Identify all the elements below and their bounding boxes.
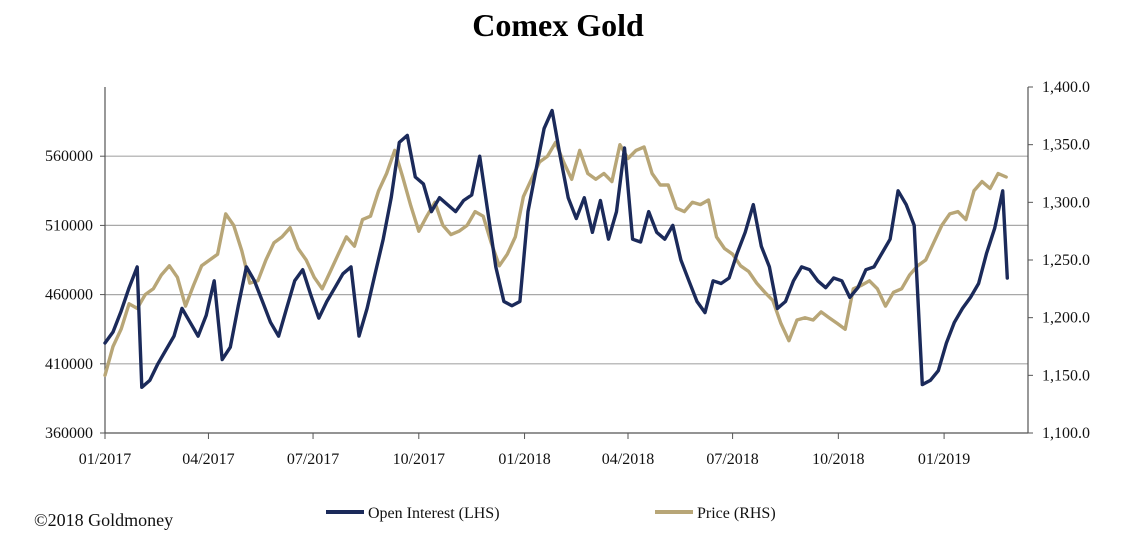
copyright-text: ©2018 Goldmoney xyxy=(34,510,173,530)
x-tick-label: 07/2018 xyxy=(706,451,758,468)
legend-open-interest-label: Open Interest (LHS) xyxy=(368,505,500,522)
right-tick-label: 1,300.0 xyxy=(1042,194,1090,211)
x-tick-label: 01/2017 xyxy=(79,451,131,468)
right-tick-label: 1,200.0 xyxy=(1042,310,1090,327)
legend: Open Interest (LHS) Price (RHS) xyxy=(326,505,776,522)
right-tick-label: 1,400.0 xyxy=(1042,79,1090,96)
x-tick-label: 04/2018 xyxy=(602,451,654,468)
chart-title: Comex Gold xyxy=(472,7,644,43)
left-tick-label: 410000 xyxy=(45,356,93,373)
left-tick-label: 460000 xyxy=(45,287,93,304)
x-tick-label: 07/2017 xyxy=(287,451,339,468)
left-tick-label: 360000 xyxy=(45,425,93,442)
x-tick-label: 10/2017 xyxy=(393,451,445,468)
series-lines xyxy=(103,108,1009,389)
axes: 360000 410000 460000 510000 560000 1,100.0 1,1… xyxy=(45,79,1090,468)
x-tick-label: 01/2019 xyxy=(918,451,970,468)
price-line xyxy=(103,140,1008,377)
right-tick-label: 1,250.0 xyxy=(1042,252,1090,269)
open-interest-line xyxy=(103,108,1009,389)
right-tick-label: 1,100.0 xyxy=(1042,425,1090,442)
right-tick-label: 1,150.0 xyxy=(1042,367,1090,384)
legend-price-label: Price (RHS) xyxy=(697,505,776,522)
left-tick-label: 510000 xyxy=(45,217,93,234)
x-tick-label: 01/2018 xyxy=(498,451,550,468)
left-tick-label: 560000 xyxy=(45,148,93,165)
x-tick-label: 04/2017 xyxy=(182,451,234,468)
right-tick-label: 1,350.0 xyxy=(1042,137,1090,154)
x-tick-label: 10/2018 xyxy=(812,451,864,468)
